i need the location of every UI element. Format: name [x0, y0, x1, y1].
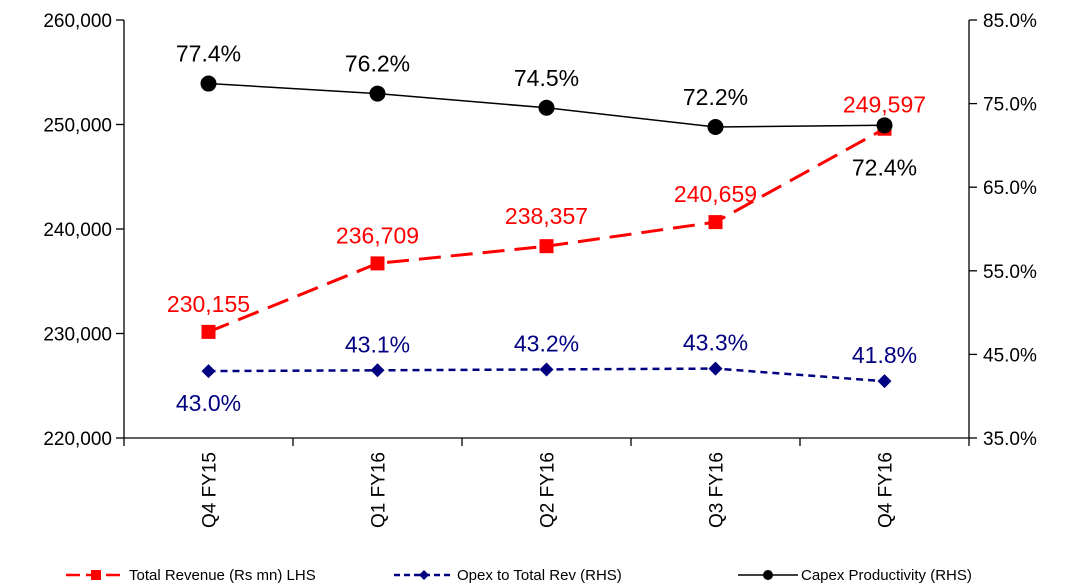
- capex-productivity-rhs-marker: [369, 85, 386, 102]
- capex-productivity-rhs-data-label: 76.2%: [345, 51, 410, 77]
- legend-label-capex-productivity-rhs: Capex Productivity (RHS): [801, 567, 972, 584]
- left-tick-label: 250,000: [43, 116, 112, 137]
- category-label: Q4 FY15: [200, 452, 221, 528]
- right-tick-label: 65.0%: [983, 178, 1037, 199]
- total-revenue-rs-mn-lhs-marker: [539, 239, 554, 254]
- left-tick-label: 220,000: [43, 429, 112, 450]
- total-revenue-rs-mn-lhs-data-label: 238,357: [505, 203, 588, 229]
- category-label: Q2 FY16: [538, 452, 559, 528]
- category-label: Q3 FY16: [707, 452, 728, 528]
- legend: Total Revenue (Rs mn) LHS Opex to Total R…: [66, 567, 972, 584]
- series-markers: [200, 75, 893, 389]
- left-tick-label: 260,000: [43, 11, 112, 32]
- capex-productivity-rhs-marker: [538, 99, 555, 116]
- total-revenue-rs-mn-lhs-marker: [370, 256, 385, 271]
- opex-to-total-rev-rhs-data-label: 43.1%: [345, 331, 410, 357]
- capex-productivity-rhs-data-label: 72.2%: [683, 84, 748, 110]
- opex-to-total-rev-rhs-data-label: 43.2%: [514, 330, 579, 356]
- capex-productivity-rhs-marker: [200, 75, 217, 92]
- opex-to-total-rev-rhs-data-label: 43.3%: [683, 330, 748, 356]
- legend-marker-capex-productivity-rhs: [763, 570, 773, 580]
- capex-productivity-rhs-marker: [876, 117, 893, 134]
- opex-to-total-rev-rhs-marker: [877, 374, 892, 389]
- total-revenue-rs-mn-lhs-marker: [708, 215, 723, 230]
- capex-productivity-rhs-marker: [707, 119, 724, 136]
- legend-label-total-revenue-rs-mn-lhs: Total Revenue (Rs mn) LHS: [129, 567, 316, 584]
- category-label: Q1 FY16: [369, 452, 390, 528]
- right-tick-label: 55.0%: [983, 262, 1037, 283]
- right-tick-label: 35.0%: [983, 429, 1037, 450]
- right-tick-label: 75.0%: [983, 95, 1037, 116]
- total-revenue-rs-mn-lhs-marker: [201, 324, 216, 339]
- total-revenue-rs-mn-lhs-data-label: 249,597: [843, 92, 926, 118]
- opex-to-total-rev-rhs-marker: [370, 363, 385, 378]
- left-tick-label: 230,000: [43, 325, 112, 346]
- axes: 220,000 230,000 240,000 250,000 260,000 35.0%…: [43, 11, 1037, 528]
- opex-to-total-rev-rhs-data-label: 41.8%: [852, 342, 917, 368]
- data-labels: 230,155 236,709 238,357 240,659 249,597 43.0%…: [167, 41, 926, 417]
- opex-to-total-rev-rhs-marker: [539, 362, 554, 377]
- right-tick-label: 85.0%: [983, 11, 1037, 32]
- right-tick-label: 45.0%: [983, 345, 1037, 366]
- opex-to-total-rev-rhs-marker: [201, 364, 216, 379]
- total-revenue-rs-mn-lhs-data-label: 230,155: [167, 291, 250, 317]
- capex-productivity-rhs-data-label: 74.5%: [514, 65, 579, 91]
- category-label: Q4 FY16: [876, 452, 897, 528]
- total-revenue-rs-mn-lhs-line: [207, 127, 886, 334]
- opex-to-total-rev-rhs-marker: [708, 361, 723, 376]
- capex-productivity-rhs-data-label: 72.4%: [852, 154, 917, 180]
- total-revenue-rs-mn-lhs-data-label: 236,709: [336, 222, 419, 248]
- opex-to-total-rev-rhs-data-label: 43.0%: [176, 390, 241, 416]
- total-revenue-rs-mn-lhs-data-label: 240,659: [674, 181, 757, 207]
- legend-marker-total-revenue-rs-mn-lhs: [91, 570, 101, 580]
- left-tick-label: 240,000: [43, 220, 112, 241]
- legend-label-opex-to-total-rev-rhs: Opex to Total Rev (RHS): [457, 567, 622, 584]
- legend-marker-opex-to-total-rev-rhs: [419, 570, 429, 580]
- capex-productivity-rhs-data-label: 77.4%: [176, 41, 241, 67]
